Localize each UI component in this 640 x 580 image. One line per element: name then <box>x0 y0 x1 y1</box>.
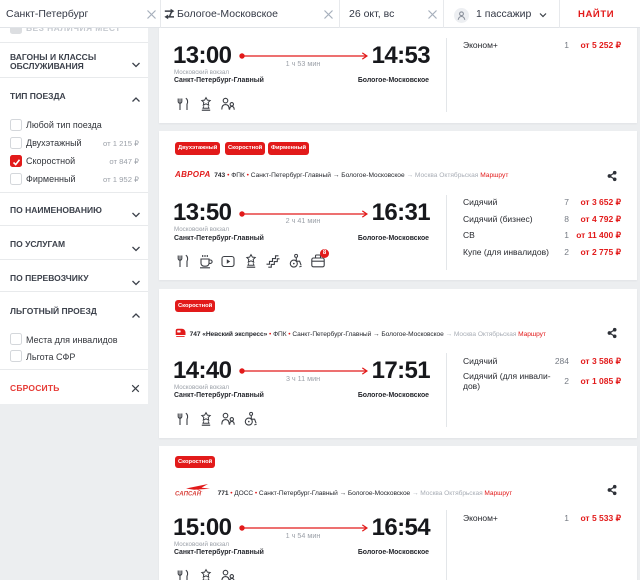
svg-text:САПСАН: САПСАН <box>175 491 202 497</box>
